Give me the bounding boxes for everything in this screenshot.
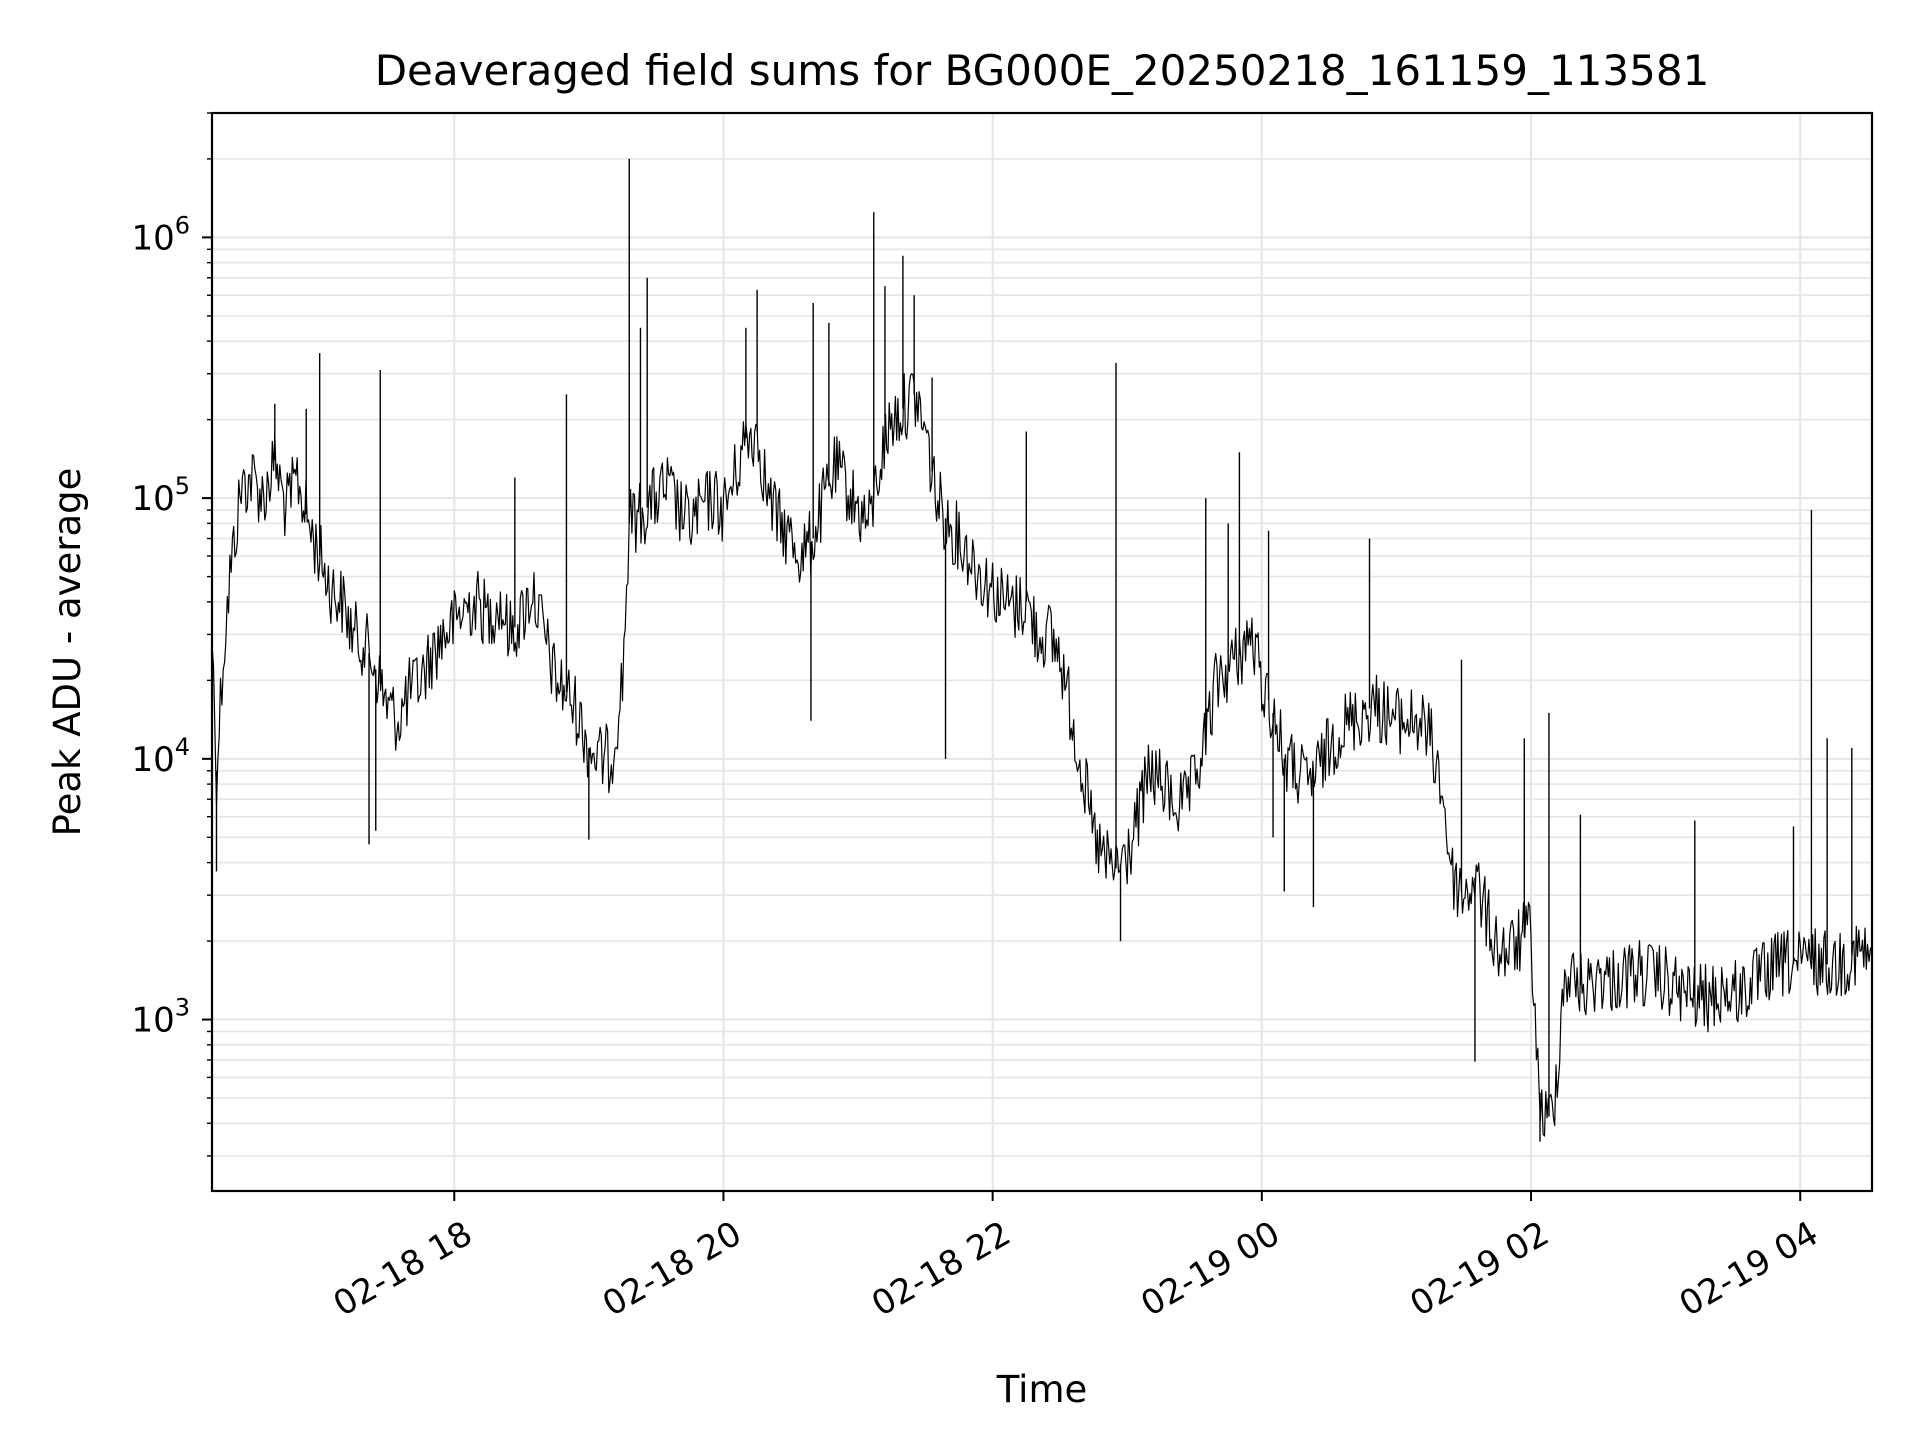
x-tick-label: 02-18 22 xyxy=(865,1214,1017,1325)
data-series xyxy=(211,158,1873,1142)
plot-frame xyxy=(210,111,1874,1193)
y-tick-label: 104 xyxy=(131,733,190,780)
x-axis-label: Time xyxy=(996,1368,1088,1411)
x-tick-label: 02-19 04 xyxy=(1673,1214,1825,1325)
y-tick-label: 103 xyxy=(131,994,190,1041)
chart-title: Deaveraged field sums for BG000E_2025021… xyxy=(375,46,1710,95)
x-tick-label: 02-19 02 xyxy=(1404,1214,1556,1325)
y-axis-label: Peak ADU - average xyxy=(46,468,89,837)
grid xyxy=(212,112,1872,1191)
y-tick-label: 106 xyxy=(131,211,190,258)
series-line xyxy=(211,373,1873,1137)
x-tick-label: 02-18 18 xyxy=(327,1214,479,1325)
x-tick-label: 02-18 20 xyxy=(596,1214,748,1325)
x-tick-label: 02-19 00 xyxy=(1134,1214,1286,1325)
y-tick-label: 105 xyxy=(131,472,190,519)
